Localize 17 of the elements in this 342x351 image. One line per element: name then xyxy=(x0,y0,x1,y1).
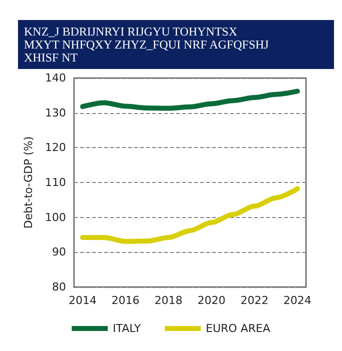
legend-label: EURO AREA xyxy=(206,322,271,335)
x-tick-label: 2016 xyxy=(112,294,140,307)
legend-label: ITALY xyxy=(112,322,142,335)
chart-title: KNZ_J BDRIJNRYI RIJGYU TOHYNTSX MXYT NHFQXY ZHYZ_FQUI NRF AGFQFSHJ XHISF NT xyxy=(24,24,270,64)
x-tick-label: 2018 xyxy=(154,294,183,307)
y-tick-label: 140 xyxy=(45,72,66,84)
x-tick-label: 2022 xyxy=(240,294,268,307)
x-tick-label: 2014 xyxy=(68,294,97,307)
y-tick-label: 90 xyxy=(52,246,66,259)
y-tick-label: 100 xyxy=(45,210,66,224)
y-tick-label: 110 xyxy=(45,176,66,189)
x-tick-label: 2024 xyxy=(283,294,312,307)
y-tick-label: 80 xyxy=(52,280,66,294)
y-tick-label: 120 xyxy=(45,141,66,154)
y-axis-title: Debt-to-GDP (%) xyxy=(22,136,36,229)
x-tick-label: 2020 xyxy=(197,294,226,307)
y-tick-label: 130 xyxy=(45,106,66,120)
